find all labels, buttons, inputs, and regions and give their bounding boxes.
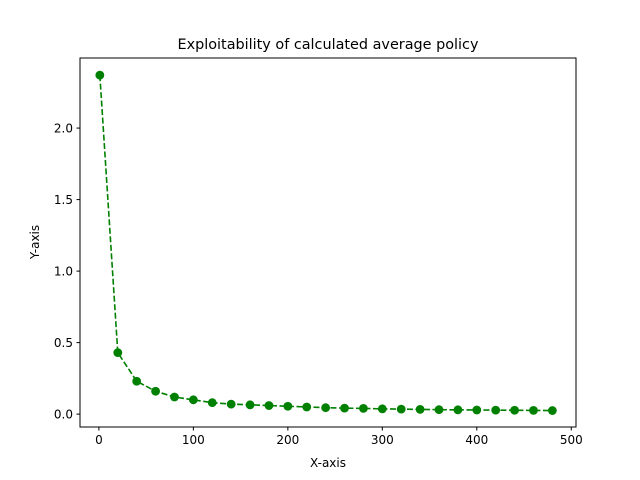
data-point (359, 404, 368, 413)
data-point (95, 70, 105, 80)
plot-area (95, 70, 557, 415)
data-point (340, 403, 349, 413)
data-point (188, 395, 198, 405)
data-point (434, 405, 444, 415)
data-point (283, 401, 293, 411)
y-tick-label: 1.0 (54, 265, 73, 279)
chart-title: Exploitability of calculated average pol… (178, 37, 479, 53)
y-tick-label: 0.0 (54, 408, 73, 422)
data-point (226, 399, 236, 409)
data-point (113, 348, 123, 358)
data-point (415, 405, 425, 414)
x-tick-label: 200 (276, 433, 299, 447)
axes-frame (79, 57, 577, 428)
x-tick-label: 400 (465, 433, 488, 447)
data-point (302, 402, 312, 412)
data-point (132, 376, 142, 386)
y-tick-label: 1.5 (54, 193, 73, 207)
data-point (245, 400, 255, 410)
y-tick-label: 2.0 (54, 122, 73, 136)
x-axis-label: X-axis (310, 456, 346, 470)
data-point (170, 392, 179, 402)
y-axis-label: Y-axis (28, 225, 42, 260)
x-tick-label: 100 (182, 433, 205, 447)
data-point (377, 404, 387, 414)
x-tick-label: 300 (371, 433, 394, 447)
data-point (491, 405, 501, 415)
data-point (151, 386, 160, 396)
data-point (510, 405, 519, 415)
data-point (396, 404, 406, 414)
data-point (547, 406, 557, 415)
data-point (472, 405, 482, 415)
data-point (207, 398, 217, 408)
data-point (529, 406, 538, 415)
y-axis-ticks: 0.0 0.5 1.0 1.5 2.0 (54, 122, 80, 422)
x-axis-ticks: 0 100 200 300 400 500 (95, 427, 583, 447)
x-tick-label: 500 (560, 433, 583, 447)
data-point (453, 405, 463, 415)
data-point (264, 401, 274, 410)
data-point (321, 403, 331, 413)
x-tick-label: 0 (95, 433, 103, 447)
y-tick-label: 0.5 (54, 336, 73, 350)
